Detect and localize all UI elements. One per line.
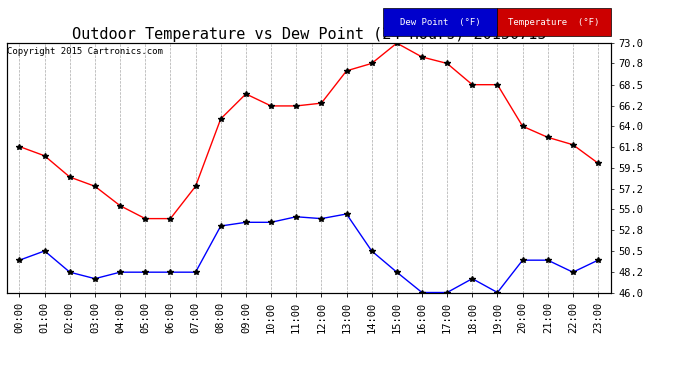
Text: Copyright 2015 Cartronics.com: Copyright 2015 Cartronics.com	[7, 47, 163, 56]
Text: Dew Point  (°F): Dew Point (°F)	[400, 18, 480, 27]
Text: Temperature  (°F): Temperature (°F)	[508, 18, 600, 27]
Title: Outdoor Temperature vs Dew Point (24 Hours) 20150715: Outdoor Temperature vs Dew Point (24 Hou…	[72, 27, 546, 42]
